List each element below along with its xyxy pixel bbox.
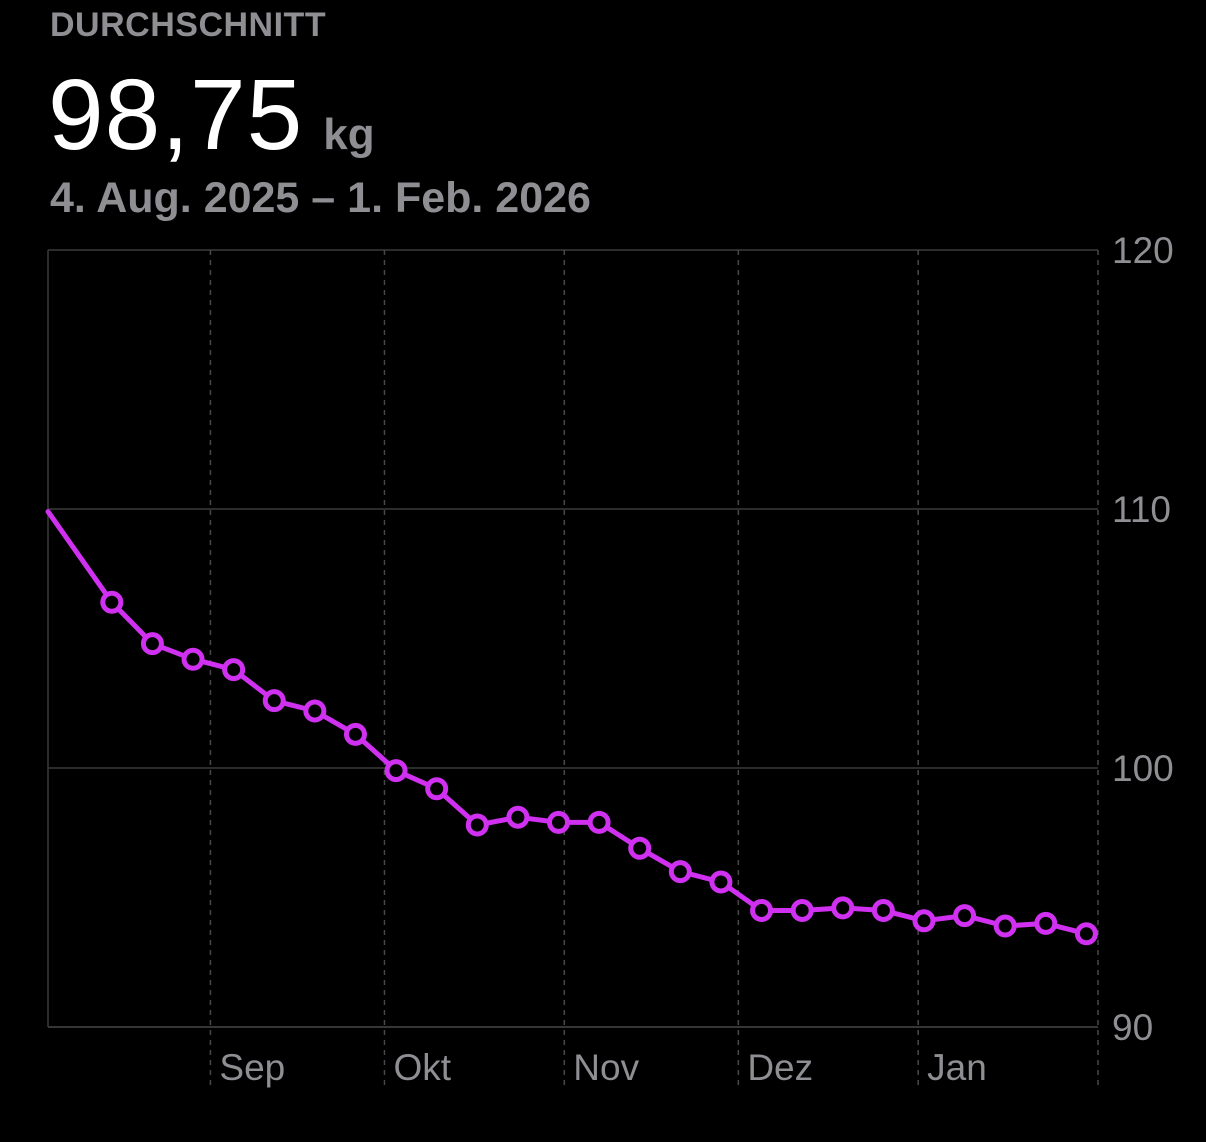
data-point[interactable] bbox=[506, 805, 530, 829]
x-tick-label: Sep bbox=[219, 1047, 285, 1088]
x-tick-label: Dez bbox=[747, 1047, 813, 1088]
y-tick-label: 90 bbox=[1112, 1007, 1153, 1048]
data-point[interactable] bbox=[587, 810, 611, 834]
data-point[interactable] bbox=[181, 647, 205, 671]
data-point[interactable] bbox=[262, 689, 286, 713]
data-point[interactable] bbox=[709, 870, 733, 894]
data-point[interactable] bbox=[831, 896, 855, 920]
date-range: 4. Aug. 2025 – 1. Feb. 2026 bbox=[50, 174, 591, 222]
data-point[interactable] bbox=[384, 759, 408, 783]
data-point[interactable] bbox=[1034, 911, 1058, 935]
data-point[interactable] bbox=[871, 898, 895, 922]
y-tick-label: 120 bbox=[1112, 230, 1174, 271]
data-point[interactable] bbox=[140, 632, 164, 656]
data-point[interactable] bbox=[1074, 922, 1098, 946]
data-point[interactable] bbox=[953, 904, 977, 928]
data-point[interactable] bbox=[790, 898, 814, 922]
data-point[interactable] bbox=[425, 777, 449, 801]
data-point[interactable] bbox=[465, 813, 489, 837]
data-point[interactable] bbox=[628, 836, 652, 860]
data-point[interactable] bbox=[100, 590, 124, 614]
average-value: 98,75 bbox=[48, 59, 304, 171]
weight-series-line bbox=[45, 509, 1089, 937]
y-tick-label: 110 bbox=[1112, 489, 1171, 530]
chart-series bbox=[45, 509, 1098, 946]
data-point[interactable] bbox=[546, 810, 570, 834]
average-unit: kg bbox=[323, 110, 375, 159]
chart-grid bbox=[47, 249, 1099, 1089]
chart-tick-labels: 120 110 100 90 Sep Okt Nov Dez Jan bbox=[219, 230, 1173, 1088]
data-point[interactable] bbox=[343, 722, 367, 746]
x-tick-label: Okt bbox=[393, 1047, 451, 1088]
average-label: DURCHSCHNITT bbox=[50, 6, 327, 44]
data-point[interactable] bbox=[668, 860, 692, 884]
y-tick-label: 100 bbox=[1112, 748, 1174, 789]
data-point[interactable] bbox=[912, 909, 936, 933]
x-tick-label: Jan bbox=[927, 1047, 987, 1088]
data-point[interactable] bbox=[750, 898, 774, 922]
average-value-row: 98,75 kg bbox=[48, 58, 375, 173]
x-tick-label: Nov bbox=[573, 1047, 639, 1088]
data-point[interactable] bbox=[993, 914, 1017, 938]
data-point[interactable] bbox=[303, 699, 327, 723]
data-point[interactable] bbox=[222, 658, 246, 682]
